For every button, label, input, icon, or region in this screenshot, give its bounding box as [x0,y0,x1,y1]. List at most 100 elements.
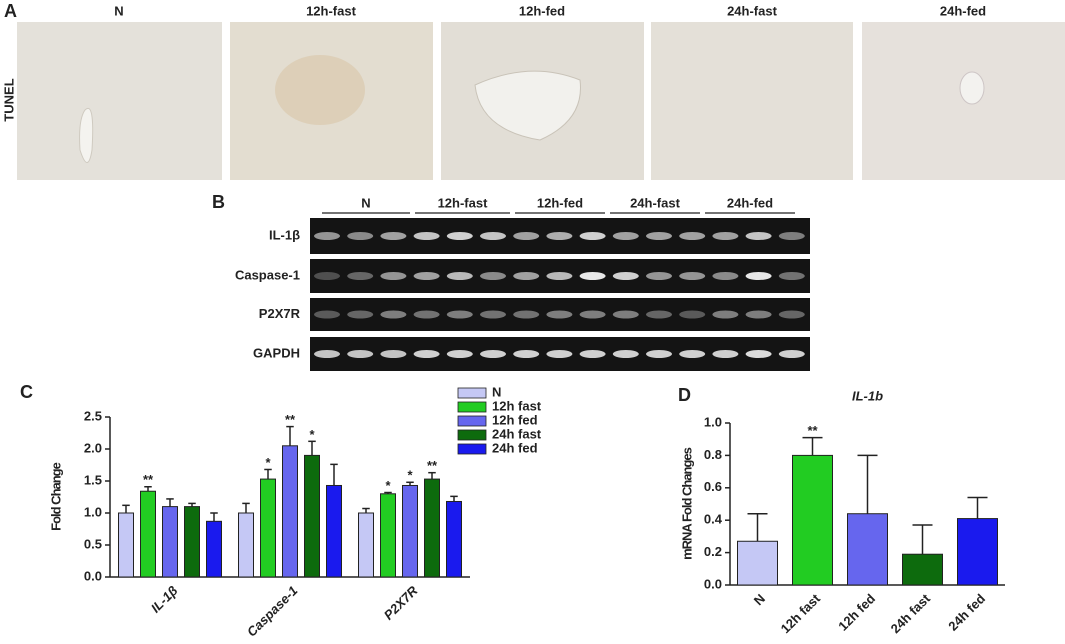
band [546,350,573,358]
band [347,232,374,240]
band [612,272,639,280]
band [745,350,772,358]
y-tick-label: 0.4 [704,512,723,527]
band [712,232,739,240]
band [579,310,606,319]
band [778,272,805,280]
band [347,272,374,280]
bar [424,478,440,578]
band [380,232,407,240]
vessel [474,70,581,141]
legend-label: 24h fed [492,440,538,455]
bar [206,520,222,578]
y-tick-label: 0.6 [704,479,722,494]
band [612,310,639,319]
band [778,350,805,358]
panel-label: B [212,192,225,212]
band [712,272,739,280]
band [314,232,340,240]
bar [140,490,156,578]
bar [792,454,833,586]
panel-label: D [678,385,691,405]
significance: * [265,455,271,470]
bar [282,445,298,578]
band [380,310,407,319]
legend-label: 12h fed [492,412,538,427]
vessel [959,71,985,105]
band [745,232,772,240]
band [413,310,440,319]
bar [358,512,374,578]
legend-swatch [457,401,487,413]
bar [957,518,998,586]
band [579,350,606,358]
band [413,350,440,358]
legend-swatch [457,387,487,399]
significance: * [407,468,413,483]
x-tick-label: IL-1β [148,583,181,616]
band [314,272,340,280]
row-label: GAPDH [253,345,300,360]
significance: ** [427,458,438,473]
panel-label: A [4,1,17,21]
stain [275,55,365,125]
legend-label: 12h fast [492,398,542,413]
band [480,350,506,358]
band [778,232,805,240]
micrographs [17,22,1065,180]
legend-label: 24h fast [492,426,542,441]
column-title: 24h-fed [940,3,986,18]
band [579,272,606,280]
x-tick-label: N [751,591,768,608]
y-axis-label: mRNA Fold Changes [679,447,694,560]
y-tick-label: 1.5 [84,472,102,487]
band [347,350,374,358]
x-tick-label: 12h fed [835,591,878,634]
band [546,310,573,319]
bar [184,506,200,578]
band [380,272,407,280]
y-tick-label: 0.5 [84,536,102,551]
band [612,350,639,358]
significance: * [309,427,315,442]
band [413,272,440,280]
bar [260,478,276,578]
band [546,272,573,280]
band [712,350,739,358]
column-title: 24h-fast [727,3,778,18]
band [347,310,374,319]
band [679,232,706,240]
vessel [79,107,94,163]
bar [446,500,462,578]
bar [118,512,134,578]
legend-swatch [457,443,487,455]
column-title: 12h-fast [306,3,357,18]
bar [304,454,320,578]
bar [238,512,254,578]
row-label: TUNEL [1,78,16,121]
band [546,232,573,240]
y-tick-label: 0.2 [704,544,722,559]
band [513,272,540,280]
x-tick-label: 24h fed [945,591,988,634]
band [446,232,473,240]
legend-swatch [457,415,487,427]
chart-title: IL-1b [852,388,883,403]
bar [380,493,396,578]
band [712,310,739,319]
band [679,272,706,280]
column-title: 12h-fed [519,3,565,18]
band [778,310,805,319]
significance: ** [285,412,296,427]
bar [162,506,178,578]
band [679,350,706,358]
band [745,272,772,280]
bar [847,513,888,586]
y-tick-label: 2.5 [84,408,102,423]
y-tick-label: 0.0 [704,576,722,591]
y-tick-label: 0.8 [704,447,722,462]
band [513,350,540,358]
group-label: 24h-fast [630,195,681,210]
band [679,310,706,319]
